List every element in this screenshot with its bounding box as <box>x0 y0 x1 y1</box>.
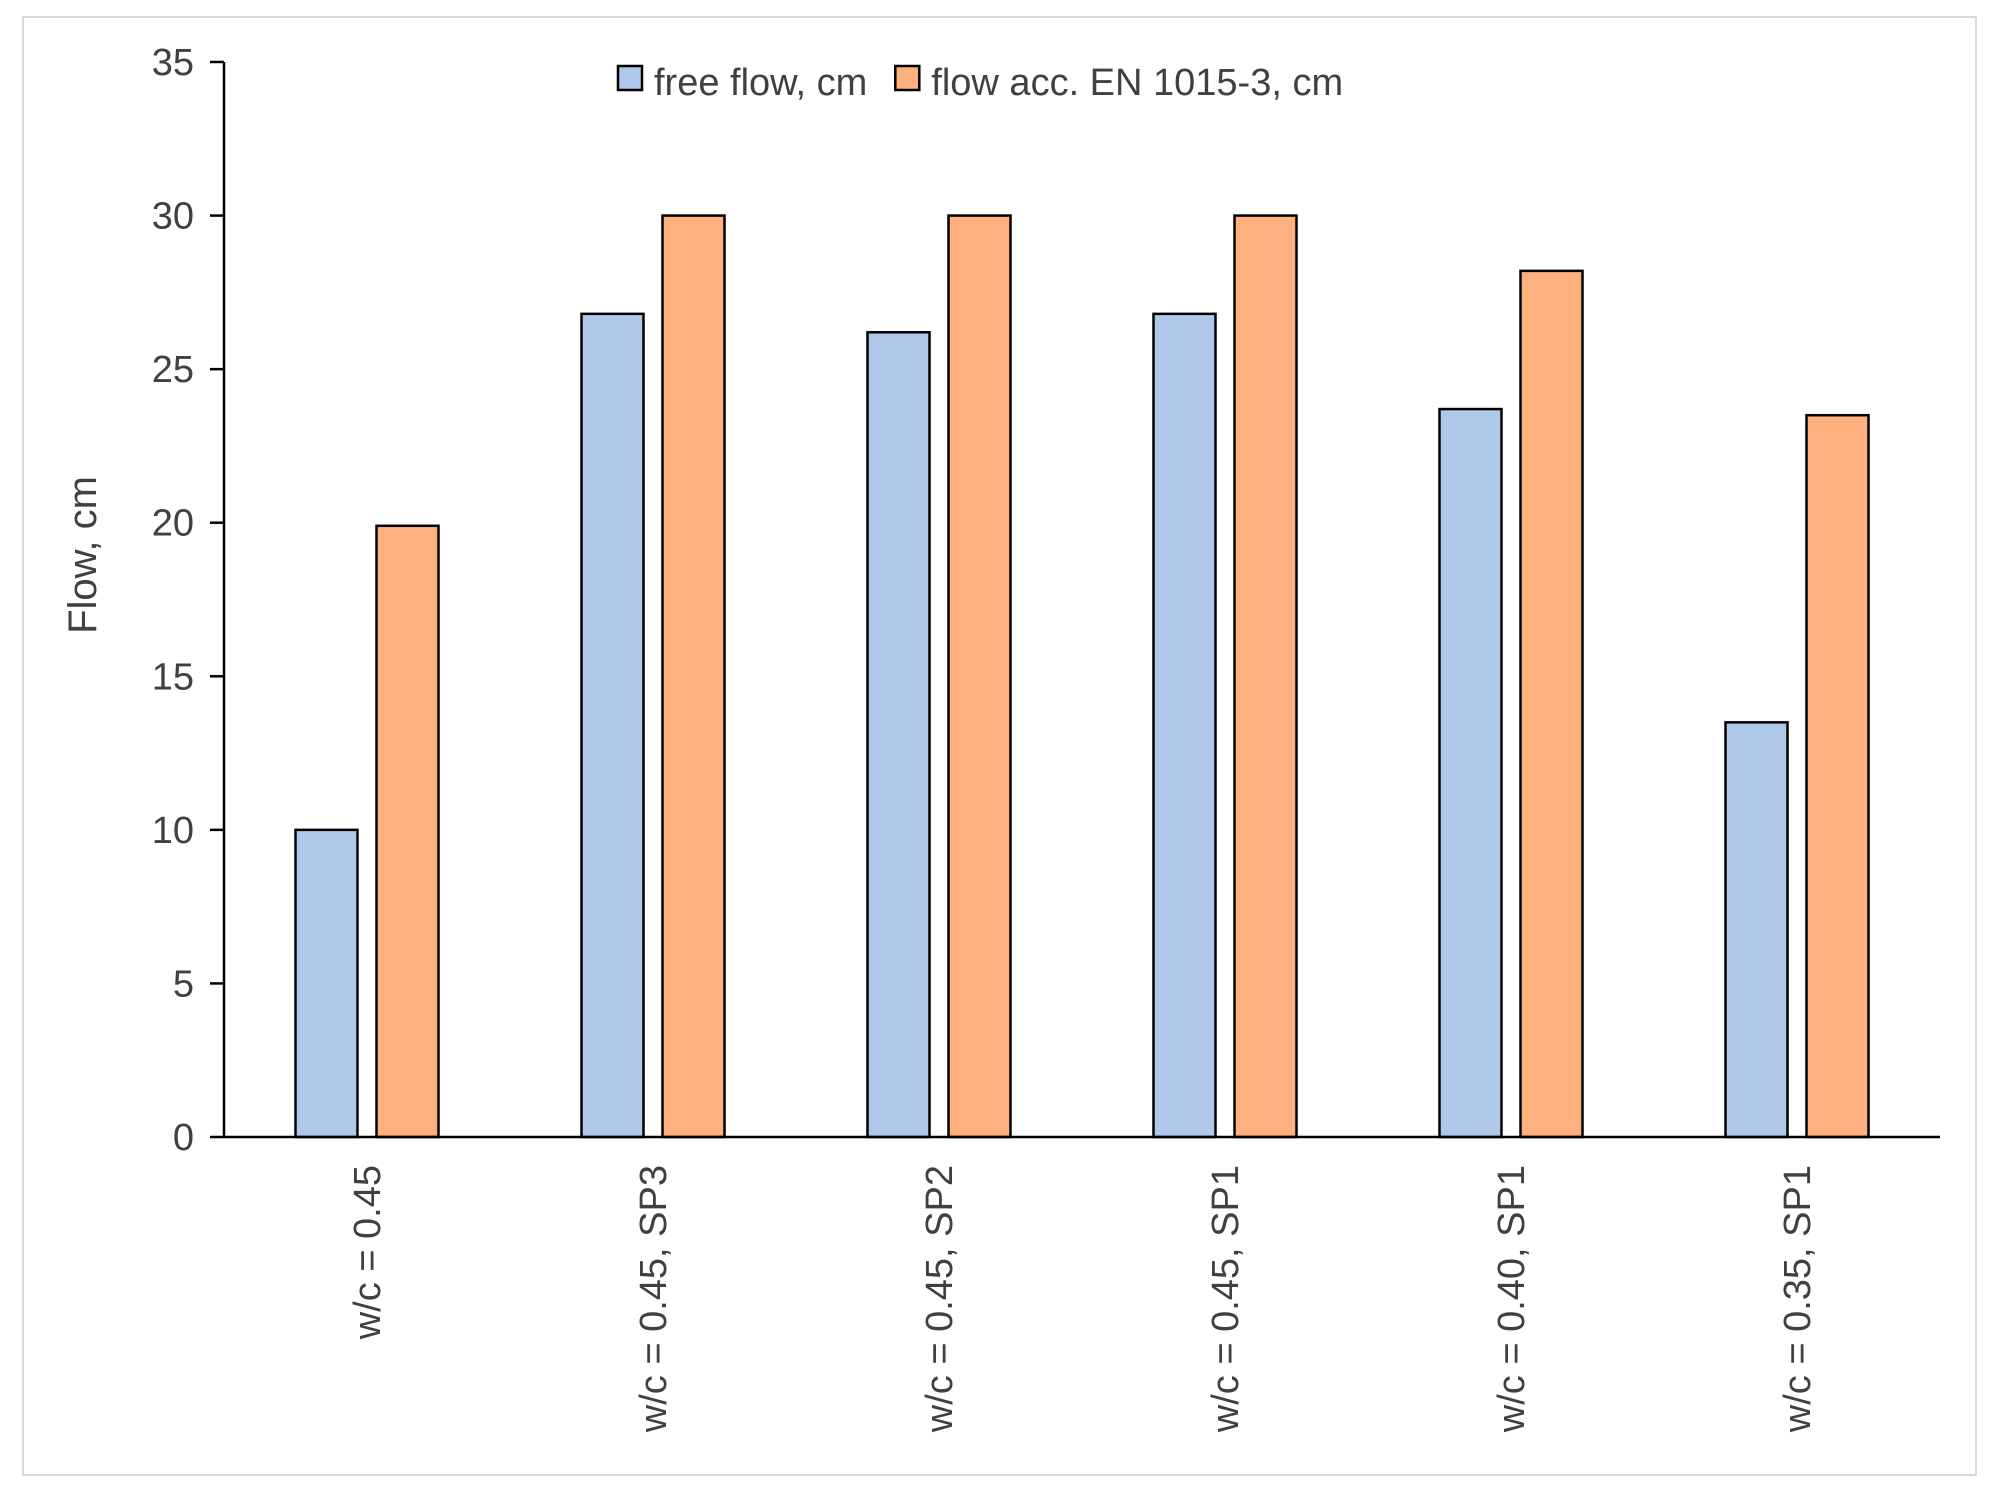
legend-label-0: free flow, cm <box>654 62 867 104</box>
bar-free-flow-3 <box>1152 312 1217 1139</box>
y-tick-label: 20 <box>152 503 194 545</box>
y-tick-label: 30 <box>152 196 194 238</box>
legend-swatch-0 <box>616 64 644 92</box>
x-category-label: w/c = 0.45, SP1 <box>1205 1165 1247 1433</box>
y-tick-label: 10 <box>152 810 194 852</box>
bar-flow-en-1015-3-3 <box>1233 214 1298 1139</box>
y-tick-label: 0 <box>173 1117 194 1159</box>
bar-free-flow-5 <box>1724 721 1789 1139</box>
bar-flow-en-1015-3-4 <box>1519 269 1584 1139</box>
x-category-label: w/c = 0.45 <box>347 1165 389 1340</box>
bar-free-flow-1 <box>580 312 645 1139</box>
y-tick-label: 15 <box>152 656 194 698</box>
legend-swatch-1 <box>894 64 921 92</box>
bars <box>294 214 1870 1139</box>
x-category-label: w/c = 0.40, SP1 <box>1491 1165 1533 1433</box>
bar-free-flow-2 <box>866 331 931 1139</box>
legend-label-1: flow acc. EN 1015-3, cm <box>931 62 1343 104</box>
y-tick-label: 35 <box>152 42 194 84</box>
x-axis: w/c = 0.45 w/c = 0.45, SP3 w/c = 0.45, SP2… <box>224 1135 1940 1433</box>
y-tick-label: 25 <box>152 349 194 391</box>
bar-free-flow-4 <box>1438 407 1503 1139</box>
y-axis: 0 5 10 15 20 25 30 35 <box>152 42 226 1159</box>
legend: free flow, cm flow acc. EN 1015-3, cm <box>616 62 1343 104</box>
bar-flow-en-1015-3-1 <box>661 214 726 1139</box>
x-category-label: w/c = 0.45, SP2 <box>919 1165 961 1433</box>
y-axis-title: Flow, cm <box>61 476 105 634</box>
bar-flow-en-1015-3-5 <box>1805 413 1870 1139</box>
bar-free-flow-0 <box>294 828 359 1139</box>
x-category-label: w/c = 0.35, SP1 <box>1777 1165 1819 1433</box>
bar-flow-en-1015-3-0 <box>375 524 440 1139</box>
bar-flow-en-1015-3-2 <box>947 214 1012 1139</box>
y-tick-label: 5 <box>173 963 194 1005</box>
x-category-label: w/c = 0.45, SP3 <box>633 1165 675 1433</box>
